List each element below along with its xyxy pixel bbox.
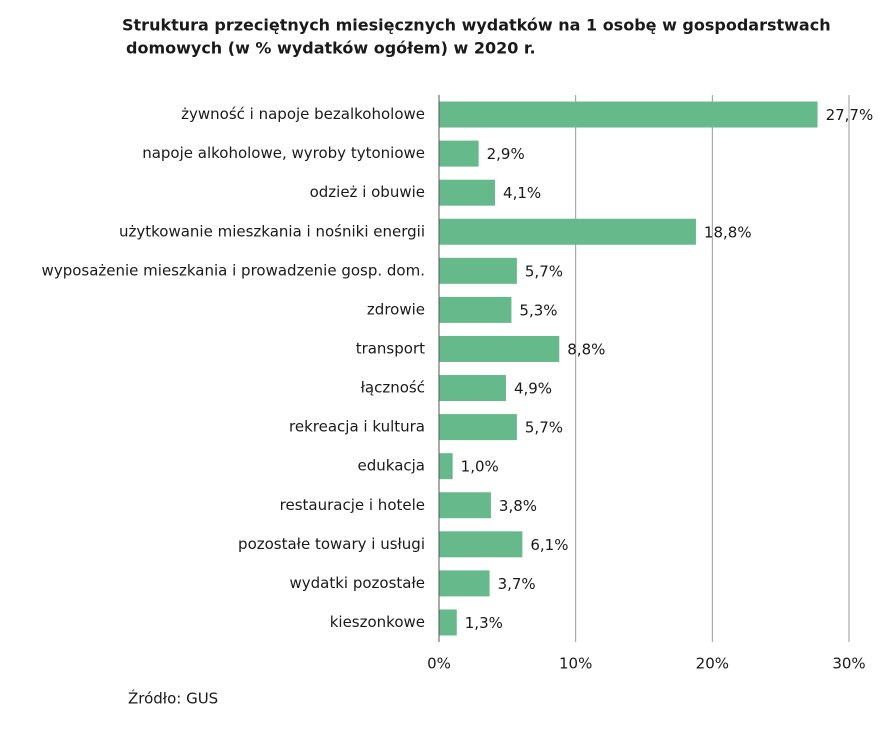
data-label: 5,7% (525, 419, 563, 437)
bar (439, 140, 479, 167)
y-tick-label: edukacja (358, 457, 425, 475)
data-label: 8,8% (567, 340, 605, 358)
bar (439, 179, 496, 206)
data-label: 1,0% (461, 458, 499, 476)
data-label: 3,7% (498, 575, 536, 593)
y-tick-label: użytkowanie mieszkania i nośniki energii (119, 222, 425, 240)
data-label: 4,9% (514, 380, 552, 398)
y-tick-label: restauracje i hotele (280, 496, 425, 514)
y-tick-label: łączność (361, 379, 425, 397)
y-tick-label: transport (356, 339, 425, 357)
source-note: Źródło: GUS (128, 689, 218, 708)
bar (439, 609, 457, 636)
bar (439, 531, 523, 558)
data-label: 27,7% (826, 106, 874, 124)
x-tick-label: 0% (427, 655, 451, 673)
x-tick-label: 20% (696, 655, 729, 673)
bar (439, 257, 517, 284)
y-tick-label: zdrowie (367, 300, 425, 318)
bar (439, 101, 818, 128)
data-label: 18,8% (704, 223, 752, 241)
y-tick-label: wydatki pozostałe (290, 574, 426, 592)
data-label: 2,9% (487, 145, 525, 163)
data-label: 5,3% (519, 301, 557, 319)
data-label: 1,3% (465, 614, 503, 632)
chart-title: domowych (w % wydatków ogółem) w 2020 r. (126, 39, 536, 58)
x-tick-label: 10% (559, 655, 592, 673)
y-tick-label: żywność i napoje bezalkoholowe (181, 105, 425, 123)
bar (439, 296, 512, 323)
x-tick-label: 30% (832, 655, 865, 673)
data-label: 6,1% (530, 536, 568, 554)
bar (439, 218, 696, 245)
y-tick-label: pozostałe towary i usługi (238, 535, 425, 553)
chart-title: Struktura przeciętnych miesięcznych wyda… (122, 16, 831, 35)
y-tick-label: wyposażenie mieszkania i prowadzenie gos… (42, 261, 425, 279)
bar (439, 570, 490, 597)
bar (439, 414, 517, 441)
y-tick-label: rekreacja i kultura (289, 418, 425, 436)
data-label: 4,1% (503, 184, 541, 202)
y-tick-label: odzież i obuwie (310, 183, 425, 201)
bar (439, 492, 491, 519)
bar (439, 335, 560, 362)
data-label: 3,8% (499, 497, 537, 515)
bar (439, 453, 453, 480)
y-tick-label: kieszonkowe (330, 613, 425, 631)
bar (439, 375, 506, 402)
data-label: 5,7% (525, 262, 563, 280)
y-tick-label: napoje alkoholowe, wyroby tytoniowe (142, 144, 425, 162)
